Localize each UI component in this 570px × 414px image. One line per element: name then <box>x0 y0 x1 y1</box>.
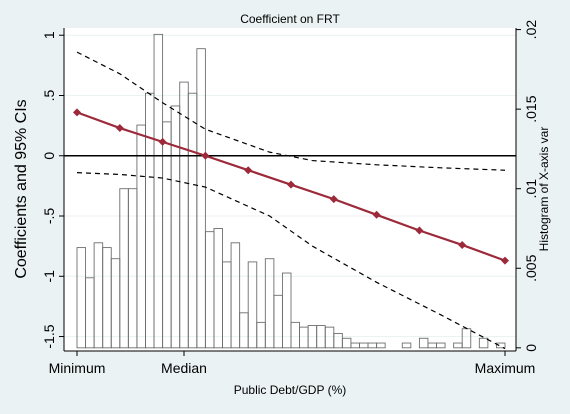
coefficient-point <box>501 256 509 265</box>
ci-lower-line <box>76 172 506 350</box>
coefficient-point <box>372 210 381 219</box>
x-axis-title: Public Debt/GDP (%) <box>234 383 346 397</box>
y-tick-label: -.5 <box>41 208 57 225</box>
histogram-bar <box>247 261 258 349</box>
histogram-bar <box>478 337 489 349</box>
axes: -1.5 -1 -.5 0 .5 1 0 .005 .01 .015 .02 Minimum Media… <box>41 20 539 376</box>
x-tick-label: Median <box>161 360 207 376</box>
y2-tick-label: .005 <box>523 254 539 281</box>
coefficient-series <box>73 108 509 265</box>
x-tick-label: Maximum <box>475 360 536 376</box>
histogram-bar <box>376 342 386 349</box>
coefficient-point <box>458 240 467 249</box>
histogram-bar <box>495 342 506 349</box>
y2-tick-label: .015 <box>523 95 539 122</box>
coefficient-point <box>244 166 253 175</box>
coefficient-point <box>201 151 210 160</box>
y2-axis-title: Histogram of X-axis var <box>537 127 551 252</box>
histogram-bar <box>436 342 446 349</box>
coefficient-point <box>115 124 124 133</box>
ci-upper-line <box>76 51 506 171</box>
y-axis-title: Coefficients and 95% CIs <box>13 99 30 278</box>
histogram <box>76 33 506 349</box>
coefficient-point <box>287 180 295 189</box>
y2-tick-label: .02 <box>523 20 539 40</box>
histogram-bar <box>196 48 206 349</box>
histogram-bar <box>281 272 292 349</box>
y-tick-label: .5 <box>41 89 57 101</box>
y2-tick-label: .01 <box>523 179 539 199</box>
plot-area <box>64 28 516 351</box>
coefficient-point <box>158 137 167 146</box>
histogram-bar <box>401 342 412 349</box>
y-tick-label: 0 <box>41 152 57 160</box>
coefficient-point <box>415 226 424 235</box>
y-tick-label: -1 <box>41 270 57 283</box>
coefficient-point <box>73 108 81 117</box>
chart-title: Coefficient on FRT <box>240 12 340 26</box>
x-tick-label: Minimum <box>49 360 106 376</box>
confidence-interval-lines <box>76 51 506 350</box>
y-tick-label: 1 <box>41 31 57 39</box>
coefficient-point <box>329 195 338 204</box>
y2-tick-label: 0 <box>523 344 539 352</box>
y-tick-label: -1.5 <box>41 324 57 348</box>
histogram-bar <box>230 242 241 349</box>
